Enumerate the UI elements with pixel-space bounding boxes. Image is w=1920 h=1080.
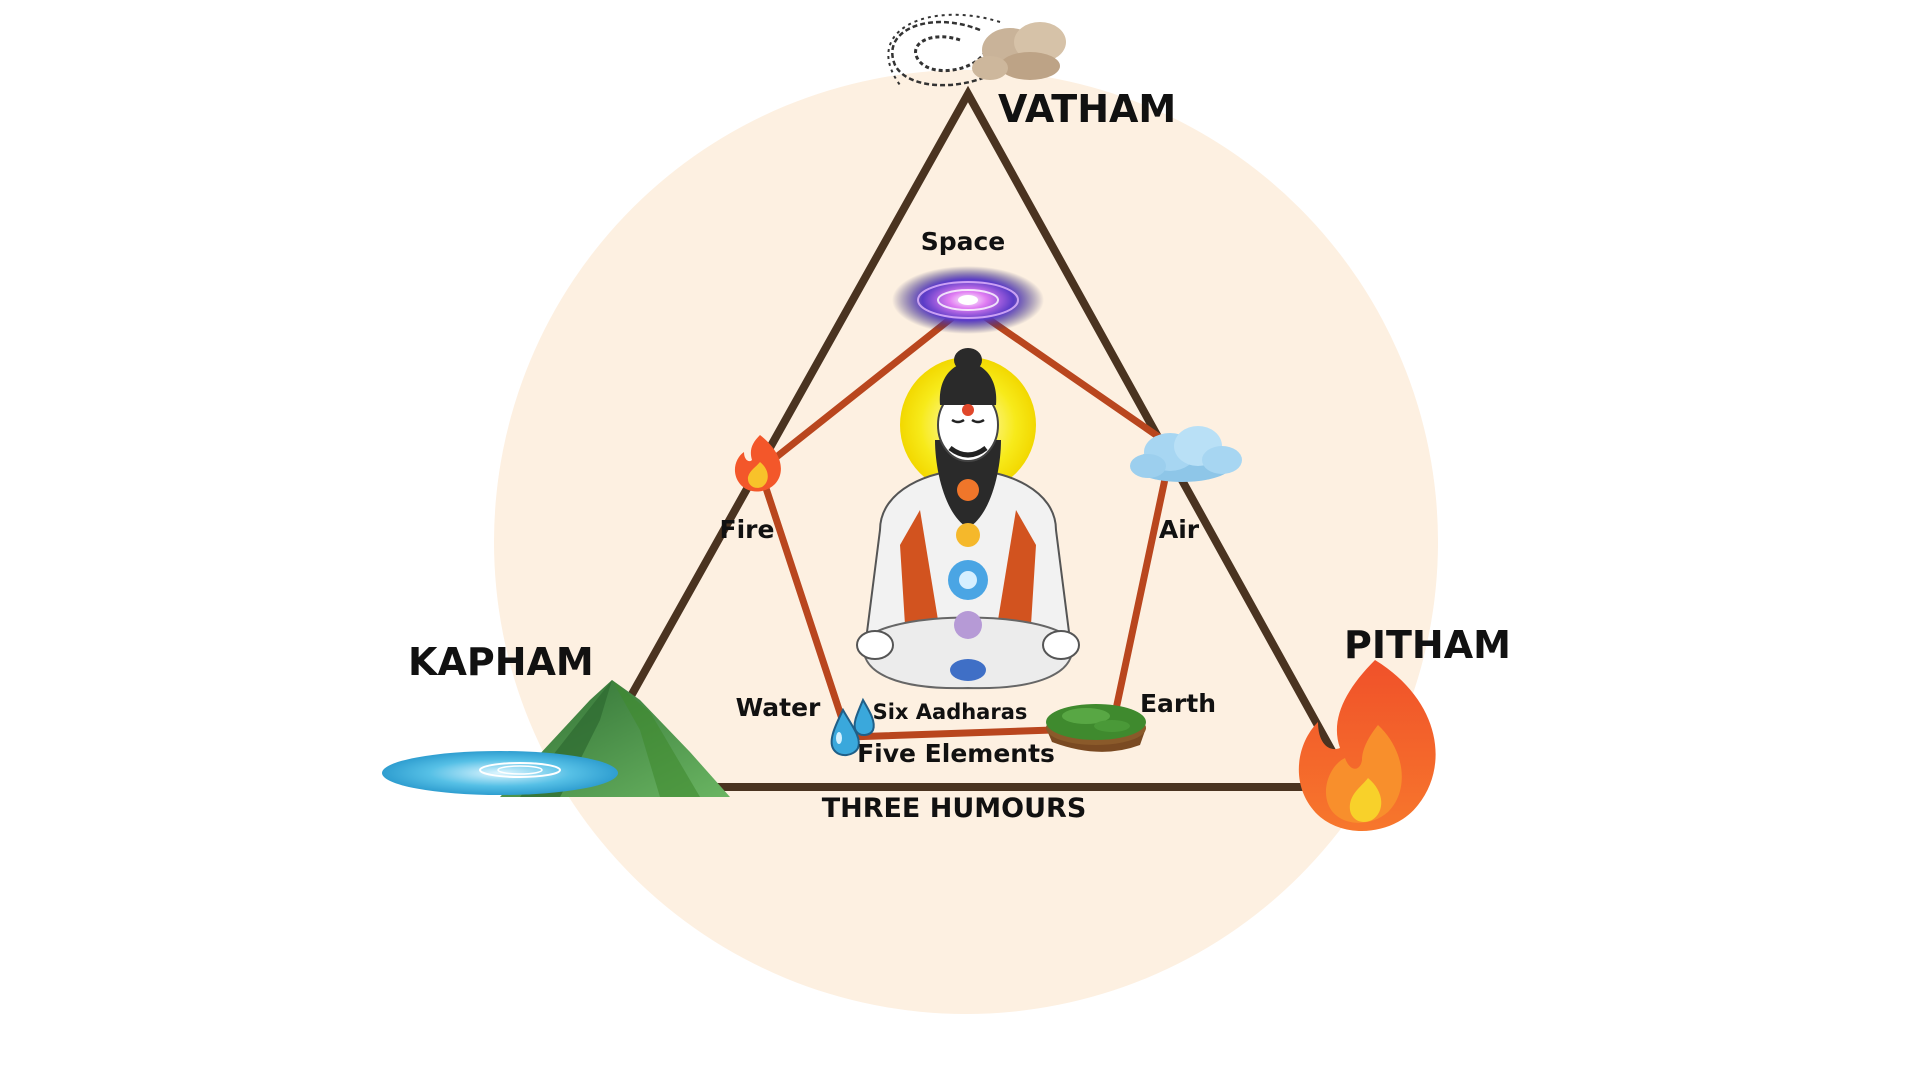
five-elements-title: Five Elements — [857, 739, 1055, 768]
elements-pentagon — [756, 301, 1176, 741]
space-label: Space — [921, 227, 1006, 256]
three-humours-title: THREE HUMOURS — [822, 793, 1087, 824]
grass-patch-icon — [1046, 704, 1146, 752]
pitham-label: PITHAM — [1344, 623, 1511, 667]
water-label: Water — [736, 693, 821, 722]
air-label: Air — [1159, 515, 1200, 544]
kapham-label: KAPHAM — [408, 640, 594, 684]
six-aadharas-label: Six Aadharas — [873, 700, 1028, 724]
wind-swirl-icon — [887, 13, 1066, 87]
earth-label: Earth — [1140, 689, 1216, 718]
fire-label: Fire — [720, 515, 775, 544]
small-flame-icon — [734, 435, 781, 492]
flame-icon — [1298, 660, 1436, 832]
vatham-label: VATHAM — [998, 87, 1176, 131]
cloud-icon — [1130, 426, 1242, 482]
meditating-siddhar-icon — [856, 348, 1080, 690]
mountain-lake-icon — [382, 680, 730, 797]
water-drops-icon — [830, 697, 875, 756]
galaxy-icon — [892, 266, 1044, 334]
